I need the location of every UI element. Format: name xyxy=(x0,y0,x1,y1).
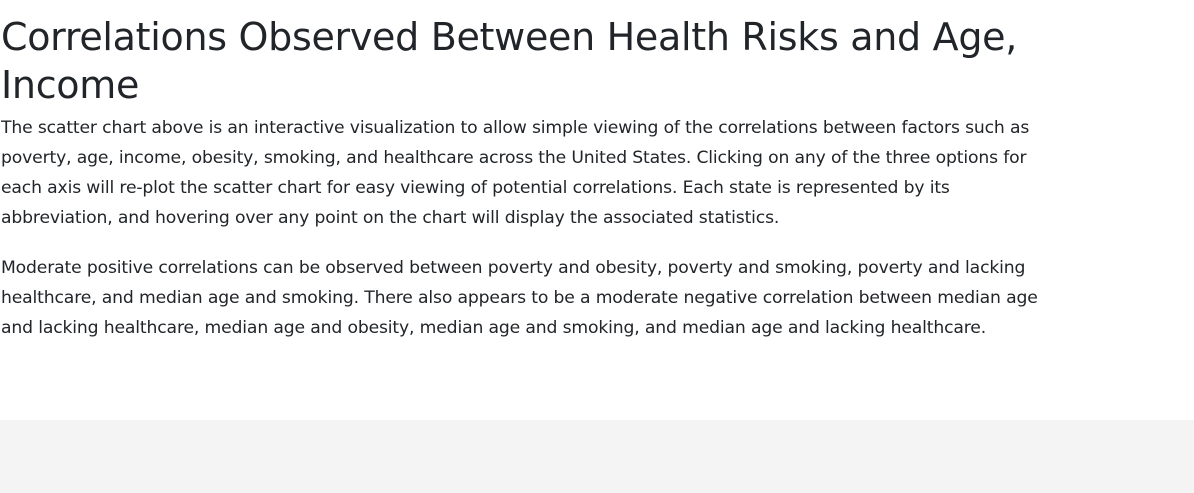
page-title: Correlations Observed Between Health Ris… xyxy=(1,15,1018,107)
article-content: Correlations Observed Between Health Ris… xyxy=(1,15,1038,338)
findings-paragraph: Moderate positive correlations can be ob… xyxy=(1,258,1038,338)
footer-area xyxy=(0,420,1194,493)
description-paragraph: The scatter chart above is an interactiv… xyxy=(1,118,1030,228)
